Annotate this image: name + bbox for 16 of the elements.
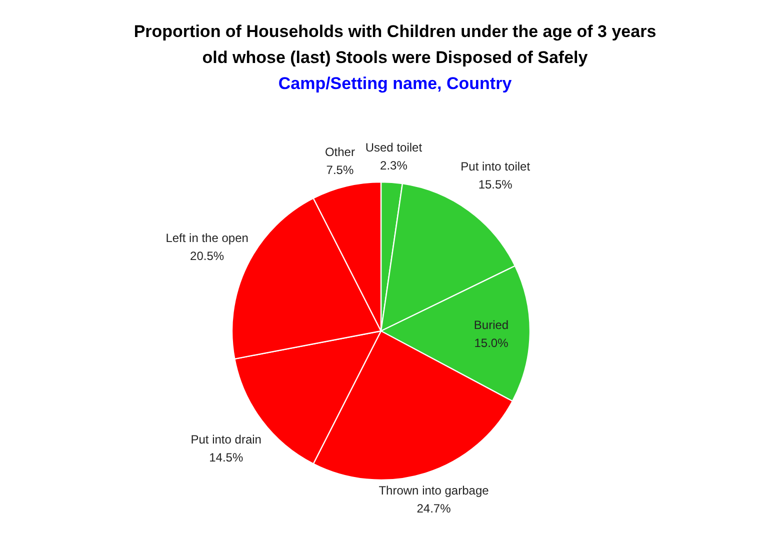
chart-title: Proportion of Households with Children under the age of 3 years old whose (last) Stools were Disposed of Safely [134, 22, 656, 67]
data-label: 24.7% [416, 502, 452, 516]
slice-label: Buried [474, 318, 509, 332]
data-label: 2.3% [380, 158, 408, 173]
data-label: 20.5% [190, 248, 224, 263]
chart-subtitle: Camp/Setting name, Country [278, 74, 512, 93]
slice-label: Left in the open [166, 230, 248, 245]
data-label: 15.0% [474, 336, 509, 350]
slice-label: Other [324, 145, 355, 160]
slice-label: Put into drain [190, 432, 262, 446]
data-label: 15.5% [478, 178, 513, 192]
slice-label: Used toilet [365, 140, 423, 155]
slice-label: Put into toilet [460, 160, 531, 174]
slice-label: Thrown into garbage [378, 484, 490, 498]
data-label: 14.5% [209, 450, 244, 464]
data-label: 7.5% [326, 163, 354, 178]
